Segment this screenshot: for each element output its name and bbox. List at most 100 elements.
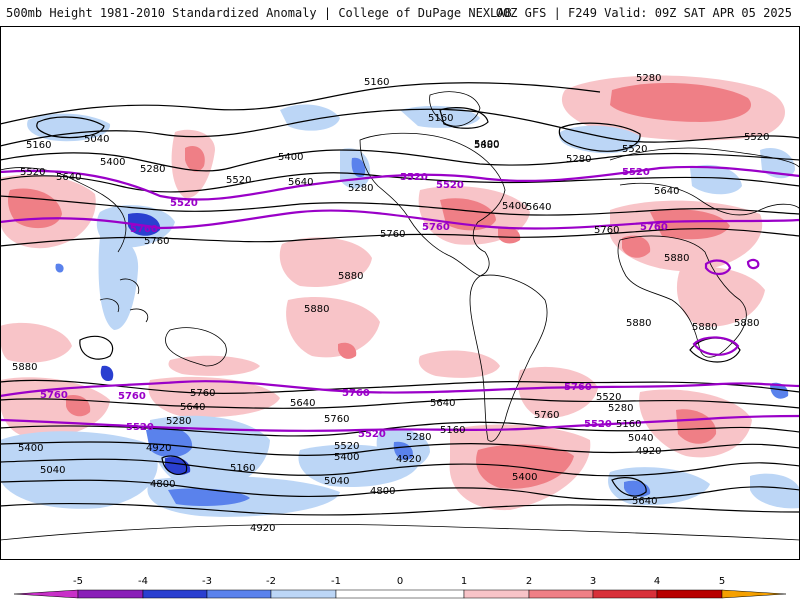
contour-label: 5880 [664, 253, 689, 264]
colorbar-band-neg3 [142, 589, 208, 599]
highlight-contour-labels: 5520 5520 5520 5520 5760 5760 5760 5760 … [40, 167, 668, 440]
contour-label: 5640 [430, 398, 455, 409]
colorbar-tick-label: 2 [526, 576, 532, 587]
contour-label: 4920 [146, 443, 171, 454]
contour-label: 5280 [636, 73, 661, 84]
anomaly-neg-region [280, 104, 340, 131]
europe-asia-coast [0, 147, 800, 253]
colorbar-tick-label: 5 [719, 576, 725, 587]
contour-label: 5400 [512, 472, 537, 483]
contour-label: 4920 [396, 454, 421, 465]
contour-small-ring [746, 258, 760, 270]
anomaly-shading [0, 75, 800, 517]
contour-label: 5760 [324, 414, 349, 425]
anomaly-pos-strong-region [498, 226, 521, 244]
contour-label: 5160 [364, 77, 389, 88]
contour-label: 5280 [566, 154, 591, 165]
contour-label-5760: 5760 [342, 388, 370, 399]
contour-label: 5880 [692, 322, 717, 333]
anomaly-neg-strong-region [55, 263, 64, 273]
contour-label: 5280 [348, 183, 373, 194]
anomaly-pos-region [279, 237, 372, 287]
greenland-coast [429, 91, 481, 127]
contour-label: 5640 [632, 496, 657, 507]
contour-label: 5280 [406, 432, 431, 443]
contour-label: 5760 [380, 229, 405, 240]
model-run-info: 00Z GFS | F249 Valid: 09Z SAT APR 05 202… [495, 6, 792, 20]
colorbar-band-pos2 [528, 589, 594, 599]
contour-label: 5640 [180, 402, 205, 413]
anomaly-pos-region [0, 322, 72, 363]
anomaly-neg-strong-region [351, 157, 366, 178]
contour-label: 5880 [474, 140, 499, 151]
anomaly-pos-region [148, 376, 280, 418]
colorbar-band-zero [335, 589, 465, 599]
contour-label: 5640 [288, 177, 313, 188]
contour-label: 5400 [334, 452, 359, 463]
anomaly-neg-region [760, 148, 795, 179]
contour-label: 5160 [440, 425, 465, 436]
colorbar-ticks: -5 -4 -3 -2 -1 0 1 2 3 4 5 [73, 576, 725, 587]
contour-label: 5400 [502, 201, 527, 212]
anomaly-pos-strong-region [622, 235, 651, 258]
contour-label: 5760 [144, 236, 169, 247]
anomaly-pos-region [676, 266, 765, 327]
contour-label: 5520 [622, 144, 647, 155]
contour-label-5760: 5760 [130, 224, 158, 235]
contour-label: 5880 [304, 304, 329, 315]
colorbar-tick-label: 0 [397, 576, 403, 587]
contour-5760-north [0, 209, 800, 230]
contour-label: 5520 [596, 392, 621, 403]
colorbar-tick-label: 1 [461, 576, 467, 587]
anomaly-pos-region [286, 296, 380, 358]
contour-label: 5760 [534, 410, 559, 421]
contour-label: 5040 [40, 465, 65, 476]
contour-label: 5280 [608, 403, 633, 414]
contour-label-5760: 5760 [118, 391, 146, 402]
contour-label: 5880 [338, 271, 363, 282]
colorbar-tick-label: -1 [331, 576, 341, 587]
contour-label: 5280 [140, 164, 165, 175]
anomaly-neg-strong-region [624, 480, 651, 497]
north-america-coast [359, 132, 506, 277]
colorbar-tick-label: -3 [202, 576, 212, 587]
anomaly-neg-region [750, 473, 800, 509]
maritime-continent [99, 278, 149, 323]
contour-label: 5520 [20, 167, 45, 178]
colorbar-band-neg4 [77, 589, 144, 599]
anomaly-neg-strong-region [100, 365, 114, 382]
colorbar-tick-label: -5 [73, 576, 83, 587]
contour-label: 5040 [324, 476, 349, 487]
contour-label: 5640 [654, 186, 679, 197]
anomaly-neg-strong-region [168, 488, 250, 506]
contour-label-5520: 5520 [170, 198, 198, 209]
colorbar-band-pos4 [656, 589, 723, 599]
contour-label: 5400 [100, 157, 125, 168]
contour-label: 5520 [226, 175, 251, 186]
anomaly-pos-strong-region [476, 444, 574, 489]
contour-label: 4800 [370, 486, 395, 497]
contour-label: 5160 [616, 419, 641, 430]
contour-label: 5400 [18, 443, 43, 454]
anomaly-neg-strong-region [146, 426, 193, 458]
contour-label-5520: 5520 [400, 172, 428, 183]
anomaly-pos-strong-region [650, 209, 730, 240]
anomaly-pos-strong-region [338, 342, 357, 359]
contour-5760-south [0, 380, 800, 398]
contour-5520-south [0, 414, 800, 432]
anomaly-neg-region [690, 164, 742, 195]
height-contours [0, 82, 800, 516]
coastlines [0, 91, 800, 541]
contour-label: 5640 [526, 202, 551, 213]
contour-label: 5280 [166, 416, 191, 427]
colorbar-tick-label: -4 [138, 576, 148, 587]
contour-small-ring [704, 259, 732, 276]
contour-label: 5880 [12, 362, 37, 373]
contour-label: 5760 [190, 388, 215, 399]
contour-label: 5880 [734, 318, 759, 329]
contour-label: 5160 [26, 140, 51, 151]
colorbar-band-pos3 [592, 589, 658, 599]
antarctica-coast [0, 524, 800, 541]
colorbar-tick-label: 4 [654, 576, 660, 587]
contour-label: 4920 [250, 523, 275, 534]
